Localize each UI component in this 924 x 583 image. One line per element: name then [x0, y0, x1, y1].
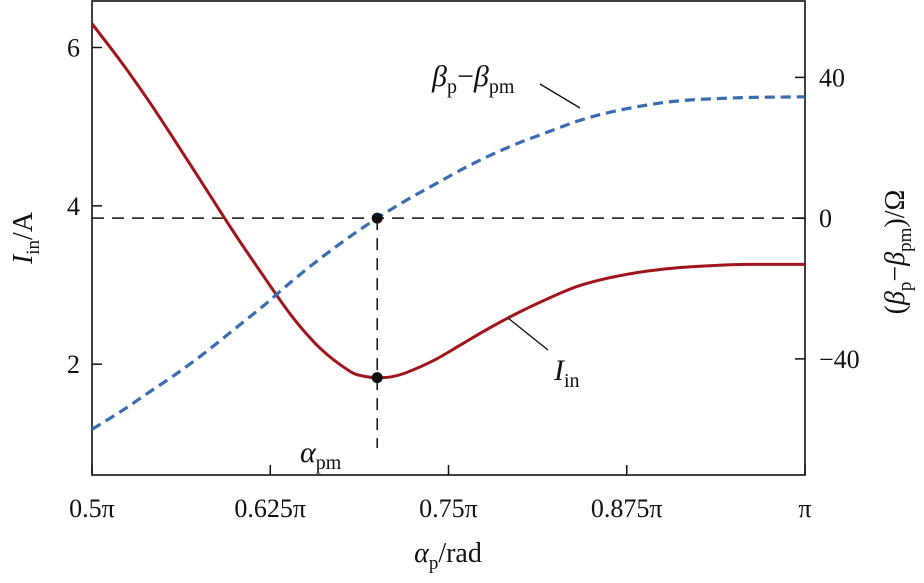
plot-frame [91, 0, 806, 476]
y-right-tick-label: 0 [819, 204, 832, 233]
marker-point [371, 212, 383, 224]
x-axis-label: αp/rad [414, 538, 482, 574]
y-right-tick-label: −40 [819, 345, 860, 374]
beta-leader-line [539, 83, 581, 109]
y-left-tick-label: 6 [67, 34, 80, 63]
text-layer: 0.5π 0.625π 0.75π 0.875π π 2 4 6 −40 0 40 αpm βp−βpm… [8, 34, 916, 575]
x-tick-label: 0.875π [591, 494, 663, 523]
x-tick-label: 0.625π [234, 494, 306, 523]
x-tick-label: 0.5π [69, 494, 115, 523]
plot-layer [90, 0, 806, 476]
beta-series-label: βp−βpm [431, 60, 515, 98]
y-right-tick-label: 40 [819, 63, 845, 92]
iin-leader-line [507, 317, 549, 351]
x-tick-label: π [798, 494, 811, 523]
y-left-tick-label: 2 [67, 350, 80, 379]
series-iin-line [90, 22, 805, 380]
alpha-pm-label: αpm [300, 436, 342, 474]
marker-point [371, 372, 383, 384]
iin-series-label: Iin [553, 354, 580, 392]
y-left-axis-label: Iin/A [8, 211, 44, 265]
y-left-tick-label: 4 [67, 192, 80, 221]
x-tick-label: 0.75π [419, 494, 478, 523]
y-right-axis-label: (βp−βpm)/Ω [880, 190, 916, 315]
series-beta-line [91, 95, 806, 431]
